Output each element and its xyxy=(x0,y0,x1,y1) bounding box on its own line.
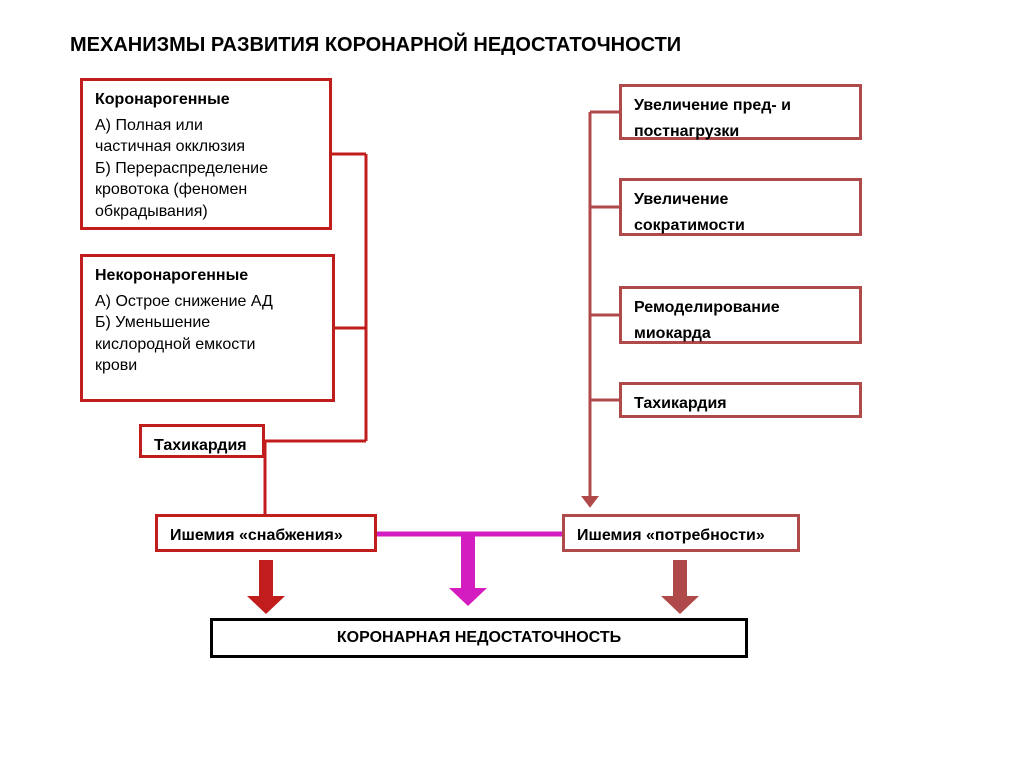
noncoronarogenic-box-line: Б) Уменьшение xyxy=(95,312,320,334)
coronarogenic-box-line: обкрадывания) xyxy=(95,201,317,223)
remodeling-box-line: Ремоделирование xyxy=(634,297,847,319)
coronarogenic-box-line: А) Полная или xyxy=(95,115,317,137)
supply-ischemia-box-line: Ишемия «снабжения» xyxy=(170,525,362,547)
tachycardia-right-box-line: Тахикардия xyxy=(634,393,847,415)
remodeling-box-line: миокарда xyxy=(634,323,847,345)
contractility-box: Увеличение сократимости xyxy=(619,178,862,236)
coronarogenic-box-line: частичная окклюзия xyxy=(95,136,317,158)
tachycardia-left-box: Тахикардия xyxy=(139,424,265,458)
diagram-canvas: { "title": { "text": "МЕХАНИЗМЫ РАЗВИТИЯ… xyxy=(0,0,1024,767)
noncoronarogenic-box-line: А) Острое снижение АД xyxy=(95,291,320,313)
tachycardia-right-box: Тахикардия xyxy=(619,382,862,418)
pre-afterload-box: Увеличение пред- и постнагрузки xyxy=(619,84,862,140)
tachycardia-left-box-line: Тахикардия xyxy=(154,435,250,457)
noncoronarogenic-box: Некоронарогенные А) Острое снижение АДБ) … xyxy=(80,254,335,402)
supply-ischemia-box: Ишемия «снабжения» xyxy=(155,514,377,552)
remodeling-box: Ремоделирование миокарда xyxy=(619,286,862,344)
contractility-box-line: Увеличение xyxy=(634,189,847,211)
coronary-insufficiency-box: КОРОНАРНАЯ НЕДОСТАТОЧНОСТЬ xyxy=(210,618,748,658)
pre-afterload-box-line: Увеличение пред- и xyxy=(634,95,847,117)
coronarogenic-box-line: Коронарогенные xyxy=(95,89,317,111)
noncoronarogenic-box-line: кислородной емкости xyxy=(95,334,320,356)
pre-afterload-box-line: постнагрузки xyxy=(634,121,847,143)
coronary-insufficiency-box-line: КОРОНАРНАЯ НЕДОСТАТОЧНОСТЬ xyxy=(337,627,621,649)
coronarogenic-box-line: Б) Перераспределение xyxy=(95,158,317,180)
coronarogenic-box-line: кровотока (феномен xyxy=(95,179,317,201)
demand-ischemia-box: Ишемия «потребности» xyxy=(562,514,800,552)
noncoronarogenic-box-line: Некоронарогенные xyxy=(95,265,320,287)
contractility-box-line: сократимости xyxy=(634,215,847,237)
demand-ischemia-box-line: Ишемия «потребности» xyxy=(577,525,785,547)
noncoronarogenic-box-line: крови xyxy=(95,355,320,377)
diagram-title: МЕХАНИЗМЫ РАЗВИТИЯ КОРОНАРНОЙ НЕДОСТАТОЧ… xyxy=(70,34,681,57)
coronarogenic-box: Коронарогенные А) Полная иличастичная окк… xyxy=(80,78,332,230)
